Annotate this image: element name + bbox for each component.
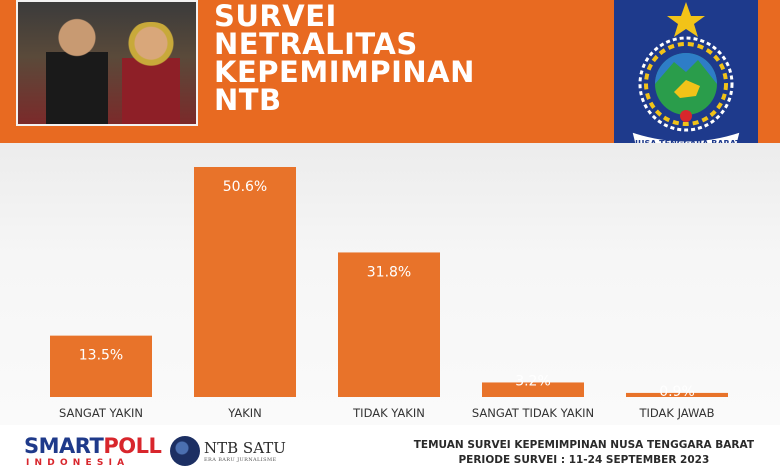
bar-chart: 13.5% SANGAT YAKIN 50.6% YAKIN 31.8% TIDAK YA… (50, 167, 728, 420)
ntb-satu-logo: NTB SATU (204, 439, 286, 457)
survey-caption: TEMUAN SURVEI KEPEMIMPINAN NUSA TENGGARA… (414, 438, 754, 468)
survey-caption-line-2: PERIODE SURVEI : 11-24 SEPTEMBER 2023 (458, 454, 710, 466)
bar-value-label: 31.8% (367, 264, 411, 280)
bar-value-label: 50.6% (223, 179, 267, 195)
ntb-satu-globe-icon (170, 436, 200, 466)
bar-tidak-jawab (626, 392, 728, 397)
bar-yakin (194, 167, 296, 397)
chart-area: 13.5% SANGAT YAKIN 50.6% YAKIN 31.8% TIDAK YA… (0, 143, 780, 425)
bar-value-label: 0.9% (659, 384, 695, 400)
candidates-photo (16, 0, 198, 126)
title-line-4: NTB (214, 83, 282, 117)
bar-value-label: 3.2% (515, 373, 551, 389)
category-label: YAKIN (227, 406, 262, 420)
category-label: SANGAT YAKIN (59, 406, 143, 420)
page-title: SURVEI NETRALITAS KEPEMIMPINAN NTB (214, 0, 475, 117)
title-line-3: KEPEMIMPINAN (214, 55, 475, 89)
smartpoll-subtitle: INDONESIA (26, 458, 130, 468)
bar-value-label: 13.5% (79, 348, 123, 364)
bar-sangat-tidak-yakin (482, 382, 584, 397)
bar-sangat-yakin (50, 335, 152, 397)
survey-caption-line-1: TEMUAN SURVEI KEPEMIMPINAN NUSA TENGGARA… (413, 439, 754, 451)
smartpoll-logo: SMARTPOLL (24, 434, 162, 458)
category-label: TIDAK JAWAB (638, 406, 714, 420)
person-left (46, 12, 108, 124)
category-label: SANGAT TIDAK YAKIN (472, 406, 594, 420)
ntb-satu-tagline: ERA BARU JURNALISME (204, 457, 277, 463)
person-right (122, 22, 180, 124)
title-line-1: SURVEI (214, 0, 337, 33)
smartpoll-logo-part-b: POLL (103, 434, 162, 458)
category-label: TIDAK YAKIN (352, 406, 425, 420)
title-line-2: NETRALITAS (214, 27, 418, 61)
smartpoll-logo-part-a: SMART (24, 434, 104, 458)
bar-tidak-yakin (338, 252, 440, 397)
